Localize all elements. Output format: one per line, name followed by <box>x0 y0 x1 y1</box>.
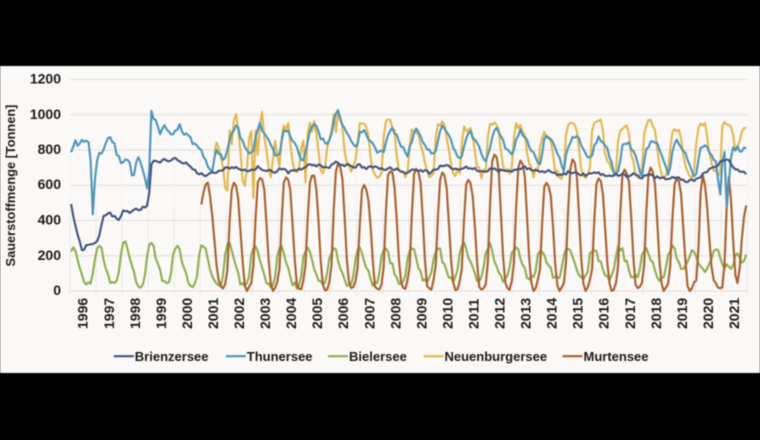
svg-text:200: 200 <box>38 247 62 263</box>
svg-text:2010: 2010 <box>439 298 455 329</box>
svg-text:2007: 2007 <box>361 298 377 329</box>
svg-text:2002: 2002 <box>231 298 247 329</box>
svg-text:2021: 2021 <box>726 298 742 329</box>
svg-text:0: 0 <box>53 282 61 298</box>
svg-text:2016: 2016 <box>596 298 612 329</box>
svg-text:2000: 2000 <box>179 298 195 329</box>
svg-text:600: 600 <box>38 176 62 192</box>
svg-text:1996: 1996 <box>75 298 91 329</box>
svg-text:2020: 2020 <box>700 298 716 329</box>
svg-text:2008: 2008 <box>387 298 403 329</box>
svg-text:2018: 2018 <box>648 298 664 329</box>
svg-text:800: 800 <box>38 141 62 157</box>
svg-text:2005: 2005 <box>309 298 325 329</box>
svg-text:2004: 2004 <box>283 298 299 329</box>
svg-text:2012: 2012 <box>492 298 508 329</box>
svg-text:2019: 2019 <box>674 298 690 329</box>
svg-text:Bielersee: Bielersee <box>349 349 407 364</box>
svg-text:1999: 1999 <box>153 298 169 329</box>
svg-text:2015: 2015 <box>570 298 586 329</box>
svg-text:2011: 2011 <box>466 298 482 329</box>
svg-text:400: 400 <box>38 212 62 228</box>
svg-text:Thunersee: Thunersee <box>247 349 313 364</box>
svg-text:Neuenburgersee: Neuenburgersee <box>445 349 548 364</box>
svg-text:2003: 2003 <box>257 298 273 329</box>
svg-text:Brienzersee: Brienzersee <box>135 349 209 364</box>
svg-text:2006: 2006 <box>335 298 351 329</box>
svg-text:2017: 2017 <box>622 298 638 329</box>
svg-text:2014: 2014 <box>544 298 560 329</box>
svg-text:1200: 1200 <box>30 71 61 87</box>
svg-text:2001: 2001 <box>205 298 221 329</box>
svg-text:1000: 1000 <box>30 106 61 122</box>
svg-text:2009: 2009 <box>413 298 429 329</box>
svg-text:Murtensee: Murtensee <box>584 349 649 364</box>
svg-text:Sauerstoffmenge [Tonnen]: Sauerstoffmenge [Tonnen] <box>3 105 18 267</box>
svg-text:1998: 1998 <box>127 298 143 329</box>
svg-text:2013: 2013 <box>518 298 534 329</box>
svg-text:1997: 1997 <box>101 298 117 329</box>
